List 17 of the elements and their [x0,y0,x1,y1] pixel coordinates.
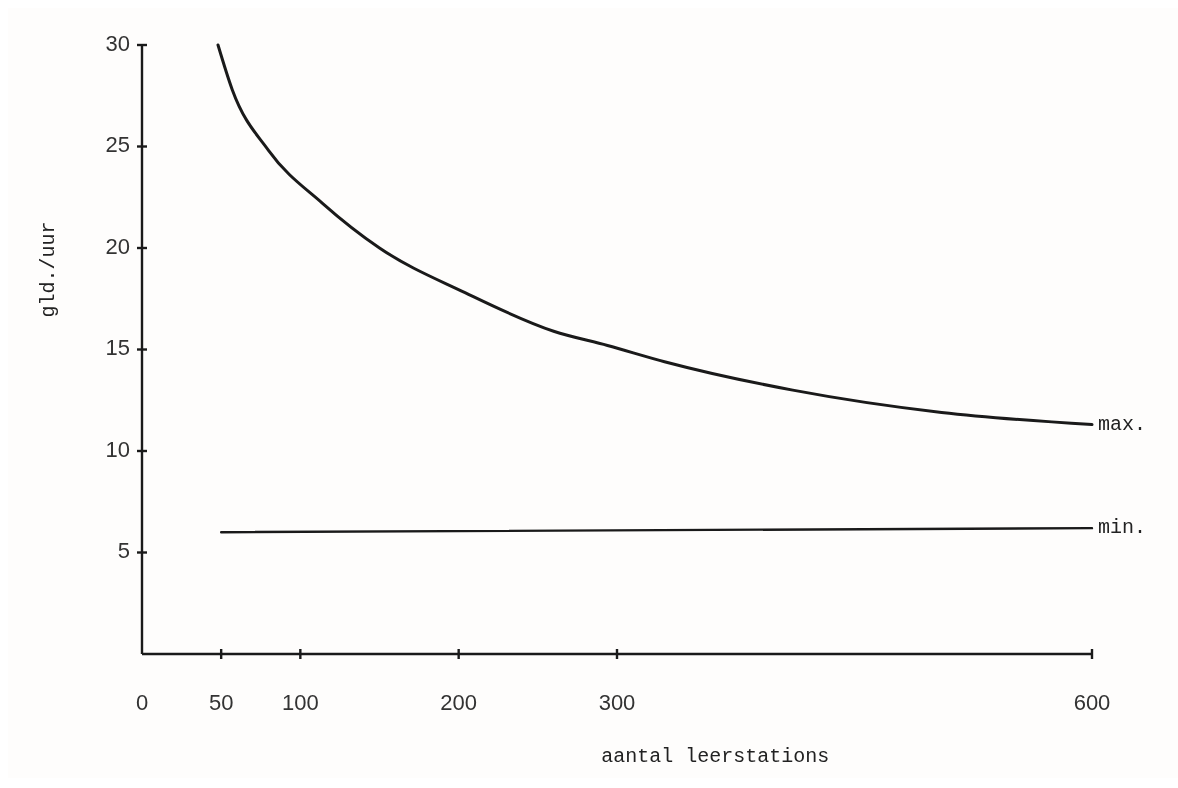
y-tick-label: 20 [105,233,130,259]
x-tick-label: 100 [281,690,319,715]
y-tick-label: 10 [105,436,130,462]
x-tick-label: 0 [135,690,149,715]
x-tick-label: 300 [598,690,636,715]
y-tick-label: 5 [117,538,130,564]
y-tick-label: 15 [105,335,130,361]
series-label: max. [1098,412,1147,436]
series-label: min. [1098,516,1147,540]
y-axis-title: gld./uur [37,221,60,318]
x-tick-label: 200 [440,690,478,715]
x-axis-title: aantal leerstations [601,745,830,768]
x-tick-label: 600 [1073,690,1111,715]
x-tick-label: 50 [208,690,234,715]
line-series [216,43,1094,427]
y-tick-label: 25 [105,132,130,158]
y-tick-label: 30 [105,30,130,56]
